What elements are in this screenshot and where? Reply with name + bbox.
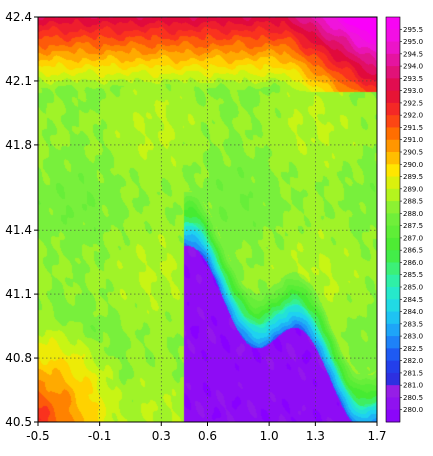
colorbar-swatch	[386, 164, 400, 177]
colorbar-swatch	[386, 360, 400, 374]
colorbar-label: 285.5	[403, 271, 423, 279]
colorbar-swatch	[386, 53, 400, 67]
colorbar-swatch	[386, 90, 400, 104]
x-tick-label: 1.7	[367, 429, 386, 443]
colorbar-swatch	[386, 188, 400, 202]
colorbar-swatch	[386, 250, 400, 263]
x-axis: -0.5 -0.1 0.3 0.6 1.0 1.3 1.7	[26, 422, 387, 443]
y-tick-label: 42.1	[5, 74, 32, 88]
colorbar-label: 281.0	[403, 382, 423, 390]
colorbar-label: 287.5	[403, 222, 423, 230]
x-tick-label: 0.6	[198, 429, 217, 443]
colorbar-label: 295.5	[403, 26, 423, 34]
colorbar-label: 284.5	[403, 296, 423, 304]
colorbar-swatch	[386, 225, 400, 239]
colorbar-label: 291.5	[403, 124, 423, 132]
colorbar-label: 281.5	[403, 369, 423, 377]
colorbar-label: 285.0	[403, 284, 423, 292]
colorbar-label: 290.5	[403, 149, 423, 157]
y-tick-label: 41.1	[5, 287, 32, 301]
colorbar-swatch	[386, 29, 400, 42]
y-tick-label: 40.8	[5, 351, 32, 365]
y-tick-label: 41.4	[5, 223, 32, 237]
colorbar-swatch	[386, 152, 400, 165]
colorbar-swatch	[386, 41, 400, 55]
colorbar-frame	[385, 16, 401, 423]
colorbar-swatch	[386, 176, 400, 190]
colorbar-swatch	[386, 323, 400, 337]
colorbar-swatch	[386, 102, 400, 116]
colorbar-swatch	[386, 372, 400, 386]
colorbar-label: 295.0	[403, 38, 423, 46]
colorbar-swatch	[386, 409, 400, 423]
map-plot-area	[37, 16, 378, 423]
colorbar-swatch	[386, 274, 400, 288]
colorbar-label: 289.5	[403, 173, 423, 181]
y-tick-label: 42.4	[5, 10, 32, 24]
colorbar-label: 294.5	[403, 50, 423, 58]
colorbar-label: 282.5	[403, 345, 423, 353]
x-tick-label: -0.5	[26, 429, 49, 443]
colorbar-label: 286.5	[403, 247, 423, 255]
colorbar-label: 284.0	[403, 308, 423, 316]
colorbar-label: 294.0	[403, 63, 423, 71]
y-tick-label: 40.5	[5, 415, 32, 429]
colorbar-swatch	[386, 213, 400, 227]
colorbar-label: 280.5	[403, 394, 423, 402]
colorbar-swatch	[386, 237, 400, 251]
colorbar-label: 287.0	[403, 234, 423, 242]
colorbar-label: 283.5	[403, 320, 423, 328]
colorbar-swatch	[386, 287, 400, 300]
colorbar-swatch	[386, 127, 400, 141]
y-axis: 42.4 42.1 41.8 41.4 41.1 40.8 40.5	[5, 10, 38, 429]
colorbar-swatch	[386, 299, 400, 312]
colorbar-swatch	[386, 66, 400, 79]
colorbar-swatch	[386, 311, 400, 325]
colorbar-label: 292.0	[403, 112, 423, 120]
colorbar-swatch	[386, 336, 400, 349]
colorbar-swatch	[386, 17, 400, 30]
colorbar-label: 283.0	[403, 333, 423, 341]
colorbar-label: 286.0	[403, 259, 423, 267]
colorbar-swatch	[386, 397, 400, 411]
colorbar-label: 288.5	[403, 198, 423, 206]
colorbar-label: 280.0	[403, 406, 423, 414]
colorbar-label: 288.0	[403, 210, 423, 218]
colorbar-swatch	[386, 201, 400, 214]
colorbar-swatch	[386, 139, 400, 153]
colorbar-label: 289.0	[403, 185, 423, 193]
x-tick-label: -0.1	[88, 429, 111, 443]
colorbar-label: 293.5	[403, 75, 423, 83]
y-tick-label: 41.8	[5, 138, 32, 152]
x-tick-label: 1.3	[306, 429, 325, 443]
graticule	[38, 17, 377, 422]
x-tick-label: 0.3	[152, 429, 171, 443]
colorbar-swatch	[386, 262, 400, 276]
colorbar-label: 290.0	[403, 161, 423, 169]
colorbar-swatch	[386, 385, 400, 398]
x-tick-label: 1.0	[260, 429, 279, 443]
colorbar-swatch	[386, 348, 400, 362]
colorbar-swatch	[386, 78, 400, 92]
colorbar: 295.5 295.0 294.5 294.0 293.5 293.0 292.5 292.0…	[385, 16, 423, 423]
colorbar-label: 292.5	[403, 99, 423, 107]
colorbar-swatch	[386, 115, 400, 128]
colorbar-label: 282.0	[403, 357, 423, 365]
colorbar-label: 291.0	[403, 136, 423, 144]
colorbar-label: 293.0	[403, 87, 423, 95]
